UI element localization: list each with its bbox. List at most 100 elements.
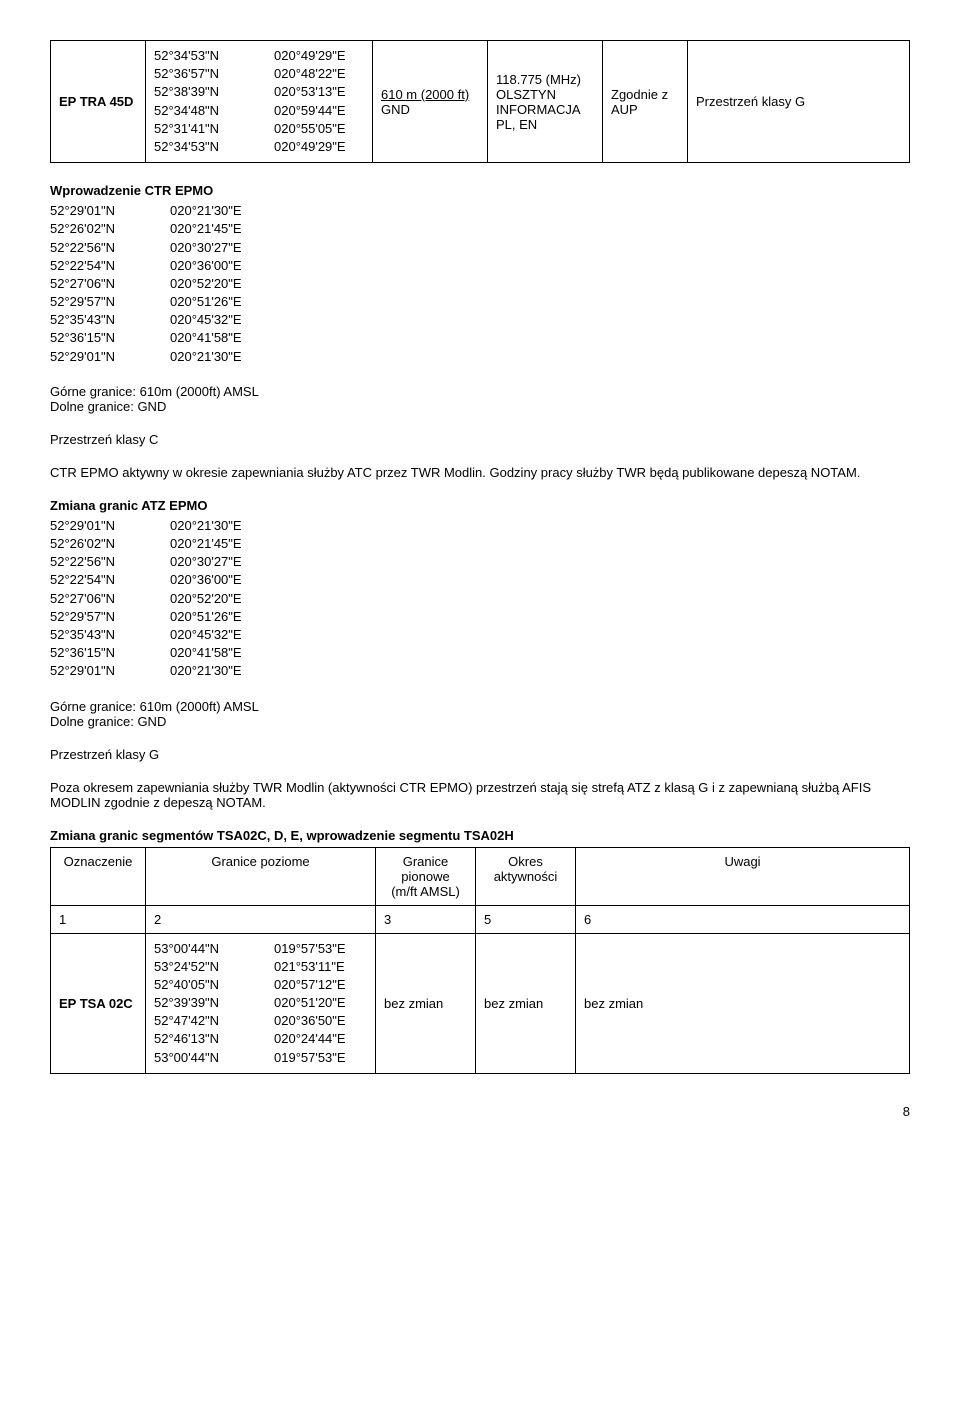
tsa-h4: Okres aktywności (476, 847, 576, 905)
ctr-section: Wprowadzenie CTR EPMO 52°29'01"N 020°21'3… (50, 183, 910, 366)
tra-table: EP TRA 45D 52°34'53"N020°49'29"E52°36'57… (50, 40, 910, 163)
atz-upper: Górne granice: 610m (2000ft) AMSL (50, 699, 910, 714)
tsa-n4: 5 (476, 905, 576, 933)
coord-lon: 020°51'26"E (170, 608, 260, 626)
coord-row: 52°29'01"N 020°21'30"E (50, 202, 910, 220)
tsa-h3: Granice pionowe (m/ft AMSL) (376, 847, 476, 905)
coord-lat: 52°35'43"N (50, 626, 140, 644)
tra-coords: 52°34'53"N020°49'29"E52°36'57"N020°48'22… (146, 41, 373, 163)
coord-lon: 020°52'20"E (170, 590, 260, 608)
coord-row: 52°22'56"N 020°30'27"E (50, 553, 910, 571)
coord-lon: 020°51'26"E (170, 293, 260, 311)
coord-lon: 020°53'13"E (274, 83, 364, 101)
tsa-data-row: EP TSA 02C 53°00'44"N019°57'53"E53°24'52… (51, 933, 910, 1073)
coord-row: 53°00'44"N019°57'53"E (154, 1049, 367, 1067)
coord-row: 52°47'42"N 020°36'50"E (154, 1012, 367, 1030)
coord-row: 52°29'01"N020°21'30"E (50, 348, 910, 366)
coord-row: 52°34'53"N 020°49'29"E (154, 138, 364, 156)
coord-lat: 52°35'43"N (50, 311, 140, 329)
coord-row: 52°29'01"N 020°21'30"E (50, 517, 910, 535)
tra-aup: Zgodnie z AUP (603, 41, 688, 163)
ctr-class: Przestrzeń klasy C (50, 432, 910, 447)
tsa-title: Zmiana granic segmentów TSA02C, D, E, wp… (50, 828, 910, 843)
coord-lon: 020°24'44"E (274, 1030, 364, 1048)
tra-vertical-upper: 610 m (2000 ft) (381, 87, 469, 102)
tsa-h2: Granice poziome (146, 847, 376, 905)
coord-lat: 52°38'39"N (154, 83, 244, 101)
tra-name: EP TRA 45D (51, 41, 146, 163)
coord-lat: 52°34'53"N (154, 138, 244, 156)
coord-lat: 52°29'01"N (50, 202, 140, 220)
coord-row: 52°22'54"N020°36'00"E (50, 257, 910, 275)
ctr-note: CTR EPMO aktywny w okresie zapewniania s… (50, 465, 910, 480)
coord-lat: 52°22'54"N (50, 257, 140, 275)
coord-row: 53°00'44"N019°57'53"E (154, 940, 367, 958)
tra-aup2: AUP (611, 102, 638, 117)
tsa-table: Oznaczenie Granice poziome Granice piono… (50, 847, 910, 1074)
coord-lat: 52°29'57"N (50, 608, 140, 626)
coord-lon: 020°30'27"E (170, 553, 260, 571)
tsa-num-row: 1 2 3 5 6 (51, 905, 910, 933)
ctr-upper: Górne granice: 610m (2000ft) AMSL (50, 384, 910, 399)
coord-row: 52°31'41"N020°55'05"E (154, 120, 364, 138)
coord-lon: 020°30'27"E (170, 239, 260, 257)
ctr-title: Wprowadzenie CTR EPMO (50, 183, 910, 198)
coord-row: 52°26'02"N020°21'45"E (50, 220, 910, 238)
coord-lon: 021°53'11"E (274, 958, 364, 976)
coord-lat: 52°47'42"N (154, 1012, 244, 1030)
page-number: 8 (50, 1104, 910, 1119)
coord-lon: 020°55'05"E (274, 120, 364, 138)
coord-row: 52°22'54"N020°36'00"E (50, 571, 910, 589)
coord-lat: 52°34'53"N (154, 47, 244, 65)
tra-info1: OLSZTYN (496, 87, 556, 102)
coord-lat: 52°27'06"N (50, 275, 140, 293)
coord-lon: 020°45'32"E (170, 311, 260, 329)
tra-aup1: Zgodnie z (611, 87, 668, 102)
tsa-c3: bez zmian (376, 933, 476, 1073)
atz-section: Zmiana granic ATZ EPMO 52°29'01"N 020°21'… (50, 498, 910, 681)
coord-lon: 020°41'58"E (170, 329, 260, 347)
coord-lon: 020°57'12"E (274, 976, 364, 994)
coord-lat: 52°26'02"N (50, 535, 140, 553)
coord-lat: 52°36'15"N (50, 644, 140, 662)
atz-coords: 52°29'01"N 020°21'30"E52°26'02"N020°21'45… (50, 517, 910, 681)
coord-row: 52°26'02"N020°21'45"E (50, 535, 910, 553)
tsa-header-row: Oznaczenie Granice poziome Granice piono… (51, 847, 910, 905)
tsa-n1: 1 (51, 905, 146, 933)
coord-row: 52°29'57"N 020°51'26"E (50, 293, 910, 311)
coord-lon: 020°21'30"E (170, 517, 260, 535)
coord-row: 52°35'43"N020°45'32"E (50, 626, 910, 644)
coord-lat: 52°40'05"N (154, 976, 244, 994)
coord-lat: 52°29'01"N (50, 517, 140, 535)
tra-freq: 118.775 (MHz) OLSZTYN INFORMACJA PL, EN (488, 41, 603, 163)
coord-lat: 52°26'02"N (50, 220, 140, 238)
tra-vertical: 610 m (2000 ft) GND (373, 41, 488, 163)
coord-lon: 020°36'50"E (274, 1012, 364, 1030)
coord-row: 52°27'06"N020°52'20"E (50, 275, 910, 293)
coord-row: 52°29'01"N020°21'30"E (50, 662, 910, 680)
coord-lat: 52°29'57"N (50, 293, 140, 311)
tsa-n5: 6 (576, 905, 910, 933)
tra-info2: INFORMACJA (496, 102, 581, 117)
atz-note: Poza okresem zapewniania służby TWR Modl… (50, 780, 910, 810)
coord-lon: 020°49'29"E (274, 138, 364, 156)
tra-info3: PL, EN (496, 117, 537, 132)
coord-lon: 020°21'30"E (170, 202, 260, 220)
coord-row: 52°27'06"N 020°52'20"E (50, 590, 910, 608)
tsa-n3: 3 (376, 905, 476, 933)
coord-lat: 52°36'15"N (50, 329, 140, 347)
tsa-h5: Uwagi (576, 847, 910, 905)
atz-lower: Dolne granice: GND (50, 714, 910, 729)
coord-lat: 52°22'56"N (50, 553, 140, 571)
atz-class: Przestrzeń klasy G (50, 747, 910, 762)
coord-row: 52°38'39"N 020°53'13"E (154, 83, 364, 101)
atz-title: Zmiana granic ATZ EPMO (50, 498, 910, 513)
tra-class: Przestrzeń klasy G (688, 41, 910, 163)
coord-lat: 52°34'48"N (154, 102, 244, 120)
coord-lat: 52°27'06"N (50, 590, 140, 608)
coord-lat: 53°00'44"N (154, 940, 244, 958)
coord-lat: 52°39'39"N (154, 994, 244, 1012)
ctr-lower: Dolne granice: GND (50, 399, 910, 414)
coord-lat: 53°24'52"N (154, 958, 244, 976)
coord-row: 52°34'48"N020°59'44"E (154, 102, 364, 120)
